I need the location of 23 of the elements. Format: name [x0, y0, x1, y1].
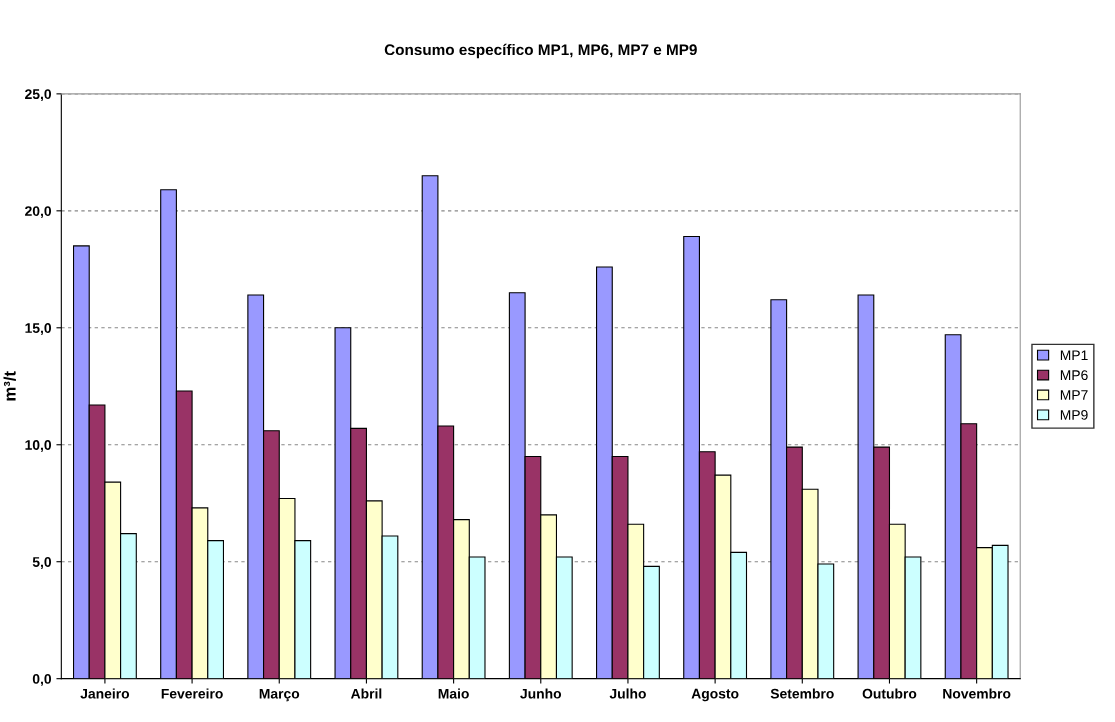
y-tick-label: 10,0: [25, 440, 52, 452]
x-tick-label: Novembro: [943, 688, 1011, 699]
y-axis-title: m³/t: [3, 371, 16, 401]
legend-label: MP6: [1060, 370, 1088, 381]
x-tick-label: Outubro: [862, 688, 917, 699]
legend-label: MP1: [1060, 350, 1088, 361]
y-tick-label: 15,0: [25, 323, 52, 335]
y-tick-label: 5,0: [32, 557, 52, 569]
y-tick-label: 20,0: [25, 206, 52, 219]
x-tick-label: Junho: [520, 688, 562, 699]
x-tick-label: Maio: [438, 688, 469, 699]
x-tick-label: Janeiro: [80, 688, 130, 699]
x-tick-label: Fevereiro: [161, 688, 223, 699]
x-tick-label: Setembro: [770, 688, 834, 699]
chart-title: Consumo específico MP1, MP6, MP7 e MP9: [384, 43, 697, 59]
y-tick-label: 25,0: [25, 89, 52, 102]
x-tick-label: Julho: [609, 688, 646, 699]
x-tick-label: Março: [259, 688, 300, 702]
x-tick-label: Abril: [350, 688, 382, 699]
legend-label: MP9: [1060, 410, 1088, 420]
legend-label: MP7: [1060, 390, 1088, 400]
y-tick-label: 0,0: [32, 674, 52, 686]
x-tick-label: Agosto: [691, 688, 739, 702]
